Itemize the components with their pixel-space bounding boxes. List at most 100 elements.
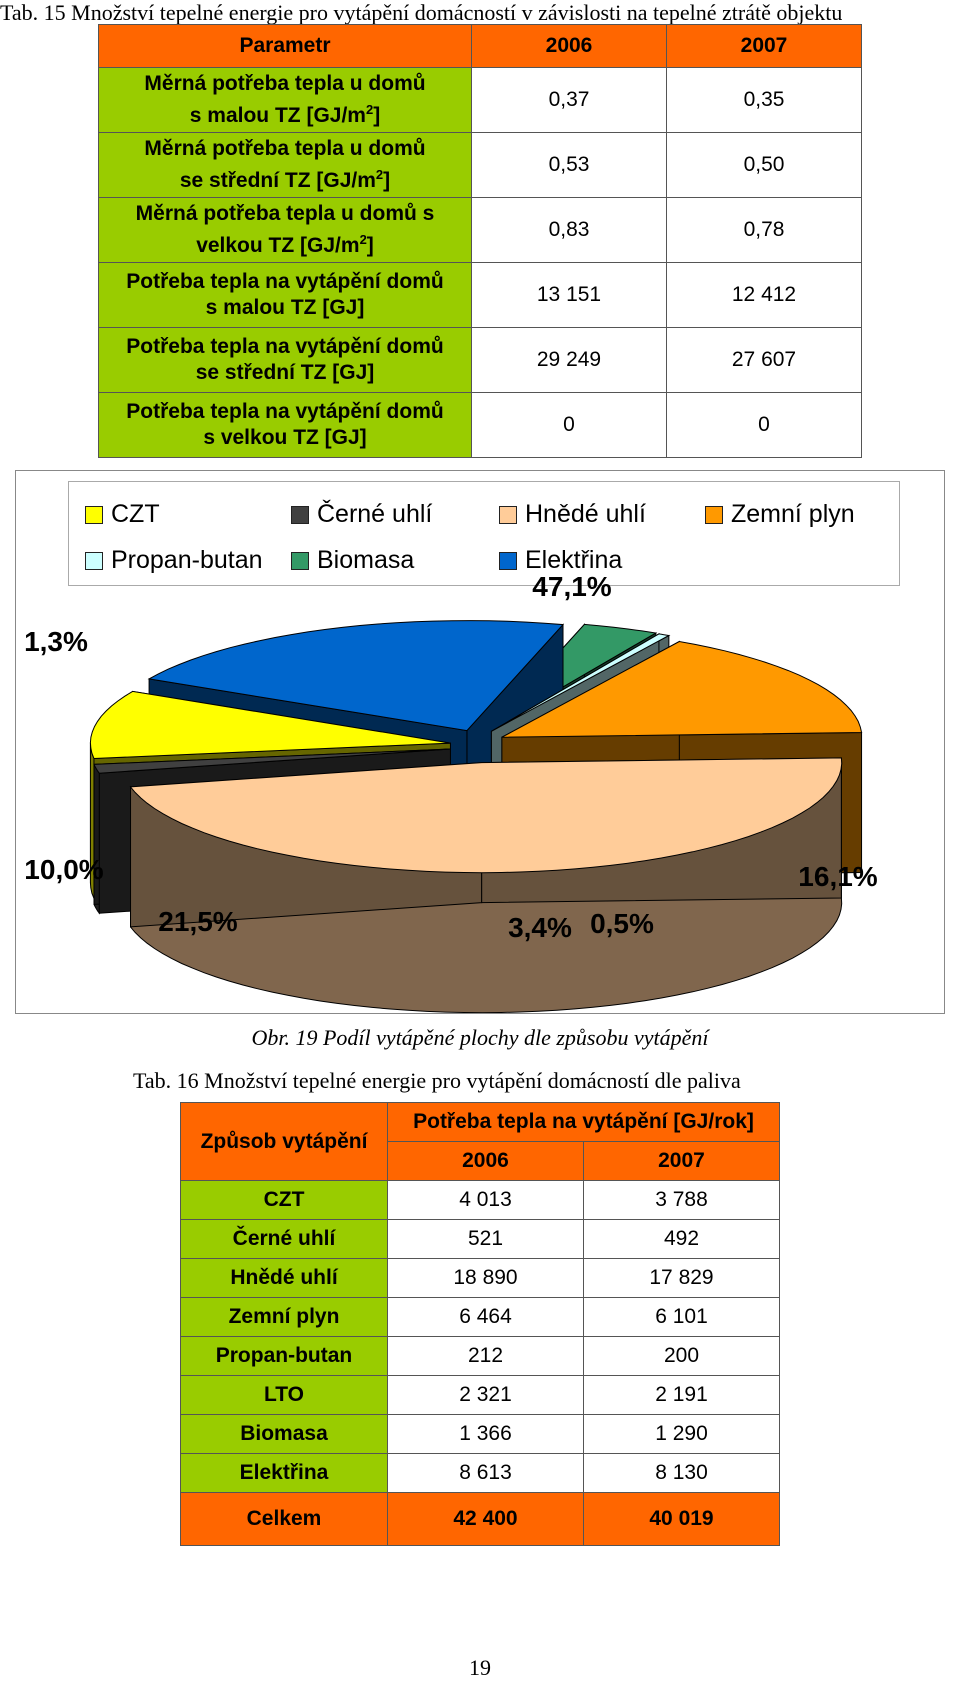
legend-label: Černé uhlí	[317, 500, 433, 528]
table15-value-2007: 12 412	[666, 262, 862, 328]
table16-name: Biomasa	[180, 1414, 388, 1454]
pie-slice-2	[129, 757, 843, 1013]
param-line2: se střední TZ [GJ]	[195, 361, 375, 384]
param-line2: s malou TZ [GJ]	[205, 296, 365, 319]
legend-label: Hnědé uhlí	[525, 500, 646, 528]
table16-name: Hnědé uhlí	[180, 1258, 388, 1298]
table-row: Potřeba tepla na vytápění domů s malou TZ…	[98, 262, 862, 328]
param-line2: s malou TZ [GJ/m	[189, 104, 366, 127]
table16-header-2006: 2006	[387, 1141, 584, 1181]
param-line1: Potřeba tepla na vytápění domů	[126, 335, 444, 358]
pie-value-label: 47,1%	[532, 571, 611, 602]
table16-name: Elektřina	[180, 1453, 388, 1493]
legend-swatch	[85, 505, 103, 524]
table15: Parametr 2006 2007 Měrná potřeba tepla u…	[98, 24, 862, 458]
legend-swatch	[85, 551, 103, 570]
table16-value-2006: 521	[387, 1219, 584, 1259]
table16-header-method: Způsob vytápění	[180, 1102, 388, 1181]
legend-item-elektrina: Elektřina	[499, 546, 622, 575]
table16-header-years: 2006 2007	[181, 1141, 781, 1181]
pie-value-label: 16,1%	[798, 861, 877, 892]
legend-swatch	[291, 505, 309, 524]
param-line2: velkou TZ [GJ/m	[196, 234, 360, 257]
table16-total-2007: 40 019	[582, 1492, 781, 1546]
pie-chart-area: CZT Černé uhlí Hnědé uhlí Zemní plyn Pro…	[15, 470, 945, 1014]
table15-value-2006: 0	[471, 392, 667, 458]
legend-item-propan-butan: Propan-butan	[85, 546, 263, 575]
legend-swatch	[499, 551, 517, 570]
param-sup: 2	[359, 232, 367, 247]
param-end: ]	[383, 169, 391, 192]
param-line2: se střední TZ [GJ/m	[179, 169, 376, 192]
param-line1: Měrná potřeba tepla u domů	[144, 137, 426, 160]
table16-value-2007: 1 290	[582, 1414, 781, 1454]
param-line1: Měrná potřeba tepla u domů s	[135, 202, 435, 225]
table15-value-2007: 27 607	[666, 327, 862, 393]
table15-value-2006: 13 151	[471, 262, 667, 328]
legend-swatch	[499, 505, 517, 524]
table15-header-2006: 2006	[471, 24, 667, 68]
table16-value-2006: 6 464	[387, 1297, 584, 1337]
table-row: Měrná potřeba tepla u domů s velkou TZ [G…	[98, 197, 862, 263]
legend-label: Propan-butan	[111, 546, 263, 574]
table16-header-row: Způsob vytápění Potřeba tepla na vytápěn…	[180, 1102, 780, 1181]
param-end: ]	[366, 234, 374, 257]
table-row: Potřeba tepla na vytápění domů se střední…	[98, 327, 862, 393]
table16-value-2007: 3 788	[582, 1180, 781, 1220]
table15-value-2006: 0,83	[471, 197, 667, 263]
pie-slice-top	[129, 757, 843, 874]
table15-value-2007: 0,50	[666, 132, 862, 198]
pie-slice-top	[93, 748, 451, 774]
table16-value-2006: 1 366	[387, 1414, 584, 1454]
table16-value-2006: 2 321	[387, 1375, 584, 1415]
table15-value-2007: 0,35	[666, 67, 862, 133]
table16-value-2007: 17 829	[582, 1258, 781, 1298]
legend-label: CZT	[111, 500, 160, 528]
pie-chart-svg: 10,0% 1,3% 47,1% 16,1% 0,5% 3,4% 21,5%	[24, 571, 878, 1013]
table-row: LTO 2 321 2 191	[180, 1375, 781, 1415]
pie-slice-top	[147, 620, 565, 732]
pie-value-label: 3,4%	[508, 912, 572, 943]
pie-value-label: 21,5%	[158, 906, 237, 937]
table16-name: Propan-butan	[180, 1336, 388, 1376]
table16-value-2006: 212	[387, 1336, 584, 1376]
table-row: Propan-butan 212 200	[180, 1336, 781, 1376]
page-number: 19	[469, 1655, 491, 1680]
pie-value-label: 0,5%	[590, 908, 654, 939]
table16-value-2007: 200	[582, 1336, 781, 1376]
table16-total-name: Celkem	[180, 1492, 388, 1546]
table-row: Elektřina 8 613 8 130	[180, 1453, 781, 1493]
table15-value-2006: 0,53	[471, 132, 667, 198]
legend-item-zemni-plyn: Zemní plyn	[705, 500, 855, 529]
table16-value-2006: 8 613	[387, 1453, 584, 1493]
table15-param-cell: Potřeba tepla na vytápění domů s velkou T…	[98, 392, 472, 458]
table15-header-row: Parametr 2006 2007	[98, 24, 862, 68]
table16-value-2007: 8 130	[582, 1453, 781, 1493]
table-row: Zemní plyn 6 464 6 101	[180, 1297, 781, 1337]
param-end: ]	[373, 104, 381, 127]
table16-name: CZT	[180, 1180, 388, 1220]
table-row: CZT 4 013 3 788	[180, 1180, 781, 1220]
legend-label: Zemní plyn	[731, 500, 855, 528]
param-sup: 2	[375, 167, 384, 182]
legend-swatch	[705, 505, 723, 524]
table-row: Měrná potřeba tepla u domů se střední TZ …	[98, 132, 862, 198]
chart-legend: CZT Černé uhlí Hnědé uhlí Zemní plyn Pro…	[68, 481, 900, 586]
table16-value-2007: 492	[582, 1219, 781, 1259]
param-line2: s velkou TZ [GJ]	[203, 426, 367, 449]
legend-swatch	[291, 551, 309, 570]
legend-item-biomasa: Biomasa	[291, 546, 414, 575]
table15-header-parametr: Parametr	[98, 24, 472, 68]
table16-value-2007: 6 101	[582, 1297, 781, 1337]
table15-value-2007: 0	[666, 392, 862, 458]
table-row: Potřeba tepla na vytápění domů s velkou T…	[98, 392, 862, 458]
table16-name: LTO	[180, 1375, 388, 1415]
legend-item-hnede-uhli: Hnědé uhlí	[499, 500, 646, 529]
table-row: Hnědé uhlí 18 890 17 829	[180, 1258, 781, 1298]
table-row: Měrná potřeba tepla u domů s malou TZ [GJ…	[98, 67, 862, 133]
param-sup: 2	[365, 102, 374, 117]
table15-param-cell: Měrná potřeba tepla u domů s velkou TZ [G…	[98, 197, 472, 263]
table-row: Černé uhlí 521 492	[180, 1219, 781, 1259]
param-line1: Potřeba tepla na vytápění domů	[126, 400, 444, 423]
table15-value-2006: 0,37	[471, 67, 667, 133]
